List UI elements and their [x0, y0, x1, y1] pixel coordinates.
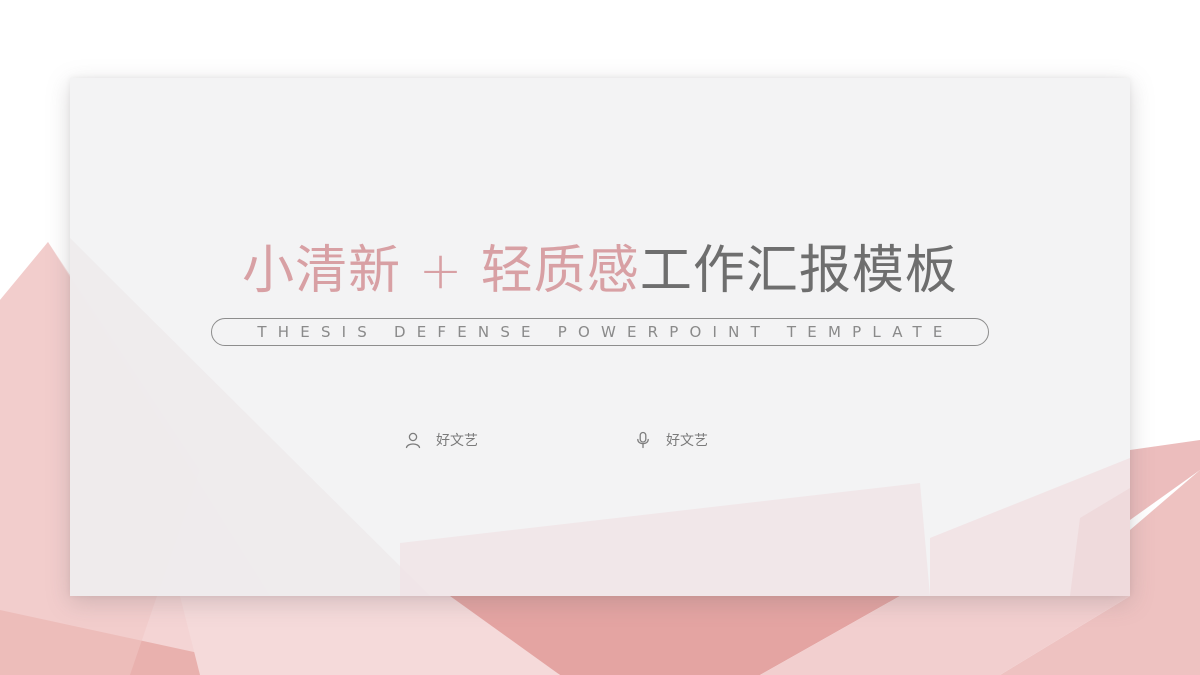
- subtitle-text: THESIS DEFENSE POWERPOINT TEMPLATE: [257, 323, 954, 341]
- slide-title: 小清新 + 轻质感工作汇报模板: [0, 236, 1200, 306]
- card-background-polygons: [70, 238, 1130, 596]
- card-shape-bottom: [400, 483, 930, 596]
- author-name: 好文艺: [436, 433, 478, 449]
- bg-shape-bottom-center: [440, 596, 900, 675]
- speaker-info: 好文艺: [634, 428, 708, 452]
- bg-shape-right-lower: [1000, 470, 1200, 675]
- bg-shape-bottom-light: [180, 596, 560, 675]
- bg-shape-right-upper: [1130, 440, 1200, 520]
- card-shape-left: [70, 238, 430, 596]
- title-highlight: 小清新 + 轻质感: [242, 241, 640, 301]
- speaker-name: 好文艺: [666, 433, 708, 449]
- title-card: [70, 78, 1130, 596]
- title-main: 工作汇报模板: [639, 241, 958, 301]
- author-info: 好文艺: [404, 428, 478, 452]
- bg-shape-right-corner: [760, 596, 1130, 675]
- microphone-icon: [634, 431, 652, 449]
- card-shape-right-edge: [1070, 488, 1130, 596]
- person-icon: [404, 431, 422, 449]
- subtitle-pill: THESIS DEFENSE POWERPOINT TEMPLATE: [211, 318, 989, 346]
